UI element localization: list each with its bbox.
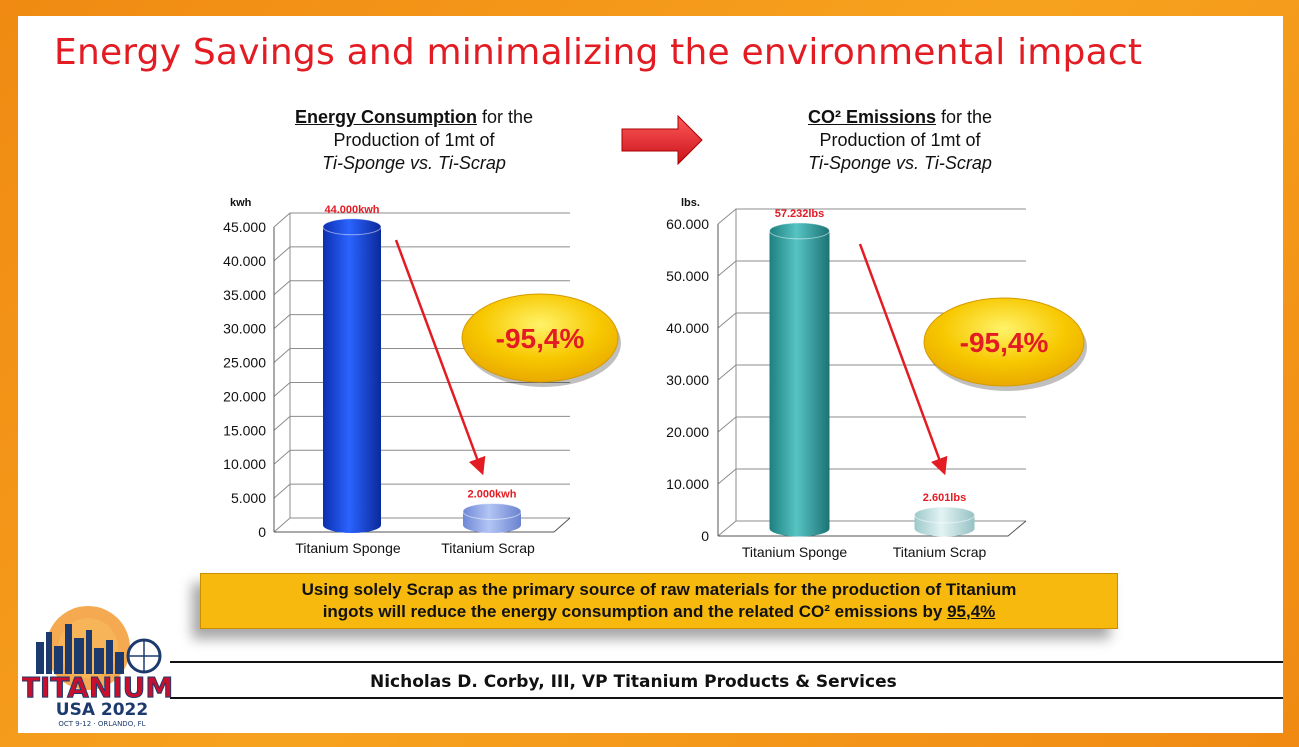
energy-heading-line2: Production of 1mt of: [333, 130, 495, 150]
slide: Energy Savings and minimalizing the envi…: [18, 16, 1283, 733]
co2-bar-top: [914, 506, 975, 524]
co2-heading-bold: CO² Emissions: [807, 107, 936, 127]
co2-heading-line2: Production of 1mt of: [819, 130, 981, 150]
energy-chart: 0 5.000 10.000 15.000 20.000 25.000 30.000 35.0…: [223, 197, 621, 556]
energy-bar-top: [322, 218, 382, 236]
energy-bar-top: [462, 502, 522, 520]
callout-line2: ingots will reduce the energy consumptio…: [322, 602, 948, 621]
co2-y-tick-label: 30.000: [666, 372, 709, 388]
co2-y-tick-label: 0: [701, 528, 709, 544]
energy-data-label: 44.000kwh: [324, 204, 379, 216]
footer-presenter: Nicholas D. Corby, III, VP Titanium Prod…: [370, 672, 897, 692]
footer-divider-top: [170, 661, 1283, 663]
co2-x-axis: [718, 520, 1027, 537]
energy-y-tick-label: 30.000: [223, 321, 266, 337]
co2-chart-heading: CO² Emissions for the Production of 1mt …: [740, 106, 1060, 175]
energy-heading-line3: Ti-Sponge vs. Ti-Scrap: [322, 153, 506, 173]
energy-gridline: [273, 517, 570, 533]
charts-canvas: 0 5.000 10.000 15.000 20.000 25.000 30.000 35.0…: [223, 114, 1087, 560]
energy-y-tick-label: 25.000: [223, 355, 266, 371]
energy-category-label: Titanium Scrap: [441, 540, 535, 556]
co2-bar-body: [769, 230, 830, 537]
energy-heading-bold: Energy Consumption: [294, 107, 477, 127]
co2-y-tick-label: 10.000: [666, 476, 709, 492]
energy-bar: [322, 218, 382, 533]
co2-category-label: Titanium Sponge: [742, 544, 848, 560]
co2-heading-rest: for the: [936, 107, 993, 127]
co2-gridline: [717, 208, 1026, 225]
co2-y-tick-label: 50.000: [666, 268, 709, 284]
energy-reduction-label: -95,4%: [496, 323, 585, 354]
energy-gridline: [273, 246, 570, 262]
energy-gridline: [273, 483, 570, 499]
footer-divider-bottom: [170, 697, 1283, 699]
energy-y-tick-label: 15.000: [223, 422, 266, 438]
co2-bar-top: [769, 222, 830, 240]
co2-gridline: [717, 468, 1026, 485]
slide-title: Energy Savings and minimalizing the envi…: [54, 32, 1143, 73]
summary-callout: Using solely Scrap as the primary source…: [200, 573, 1118, 629]
co2-gridline: [717, 416, 1026, 433]
co2-heading-line3: Ti-Sponge vs. Ti-Scrap: [808, 153, 992, 173]
energy-gridline: [273, 415, 570, 431]
energy-gridline: [273, 280, 570, 296]
logo-tagline: OCT 9-12 · ORLANDO, FL: [58, 720, 145, 728]
co2-chart: 0 10.000 20.000 30.000 40.000 50.000 60.000 lbs…: [666, 197, 1087, 560]
co2-decline-arrow-icon: [858, 243, 948, 476]
co2-data-label: 2.601lbs: [923, 492, 966, 504]
co2-y-tick-label: 20.000: [666, 424, 709, 440]
titanium-usa-logo: TITANIUM USA 2022 OCT 9-12 · ORLANDO, FL: [22, 606, 172, 728]
energy-decline-arrow-icon: [394, 239, 486, 476]
co2-gridline: [717, 520, 1026, 537]
energy-gridline: [273, 212, 570, 228]
logo-wordmark: TITANIUM: [22, 671, 172, 704]
energy-data-label: 2.000kwh: [468, 488, 517, 500]
energy-y-tick-label: 40.000: [223, 253, 266, 269]
energy-reduction-badge: [461, 293, 619, 383]
co2-reduction-label: -95,4%: [960, 327, 1049, 358]
energy-y-tick-label: 10.000: [223, 456, 266, 472]
co2-bar: [914, 506, 975, 537]
energy-y-tick-label: 5.000: [231, 490, 266, 506]
energy-chart-heading: Energy Consumption for the Production of…: [254, 106, 574, 175]
energy-bar: [462, 502, 522, 533]
co2-reduction-badge: [923, 297, 1085, 387]
co2-bar: [769, 222, 830, 537]
logo-subtitle: USA 2022: [56, 700, 148, 720]
energy-y-tick-label: 0: [258, 524, 266, 540]
right-arrow-icon: [621, 114, 703, 166]
energy-bar-body: [323, 226, 381, 533]
energy-y-tick-label: 45.000: [223, 219, 266, 235]
energy-heading-rest: for the: [476, 107, 534, 127]
energy-y-tick-label: 20.000: [223, 388, 266, 404]
co2-unit-label: lbs.: [681, 197, 700, 209]
co2-y-tick-label: 40.000: [666, 320, 709, 336]
callout-percent: 95,4%: [947, 602, 996, 621]
energy-x-axis: [274, 517, 571, 533]
co2-data-label: 57.232lbs: [775, 208, 825, 220]
co2-y-tick-label: 60.000: [666, 216, 709, 232]
energy-category-label: Titanium Sponge: [295, 540, 401, 556]
co2-category-label: Titanium Scrap: [893, 544, 987, 560]
energy-y-tick-label: 35.000: [223, 287, 266, 303]
energy-unit-label: kwh: [230, 197, 252, 209]
callout-line1: Using solely Scrap as the primary source…: [301, 580, 1017, 599]
energy-gridline: [273, 449, 570, 465]
